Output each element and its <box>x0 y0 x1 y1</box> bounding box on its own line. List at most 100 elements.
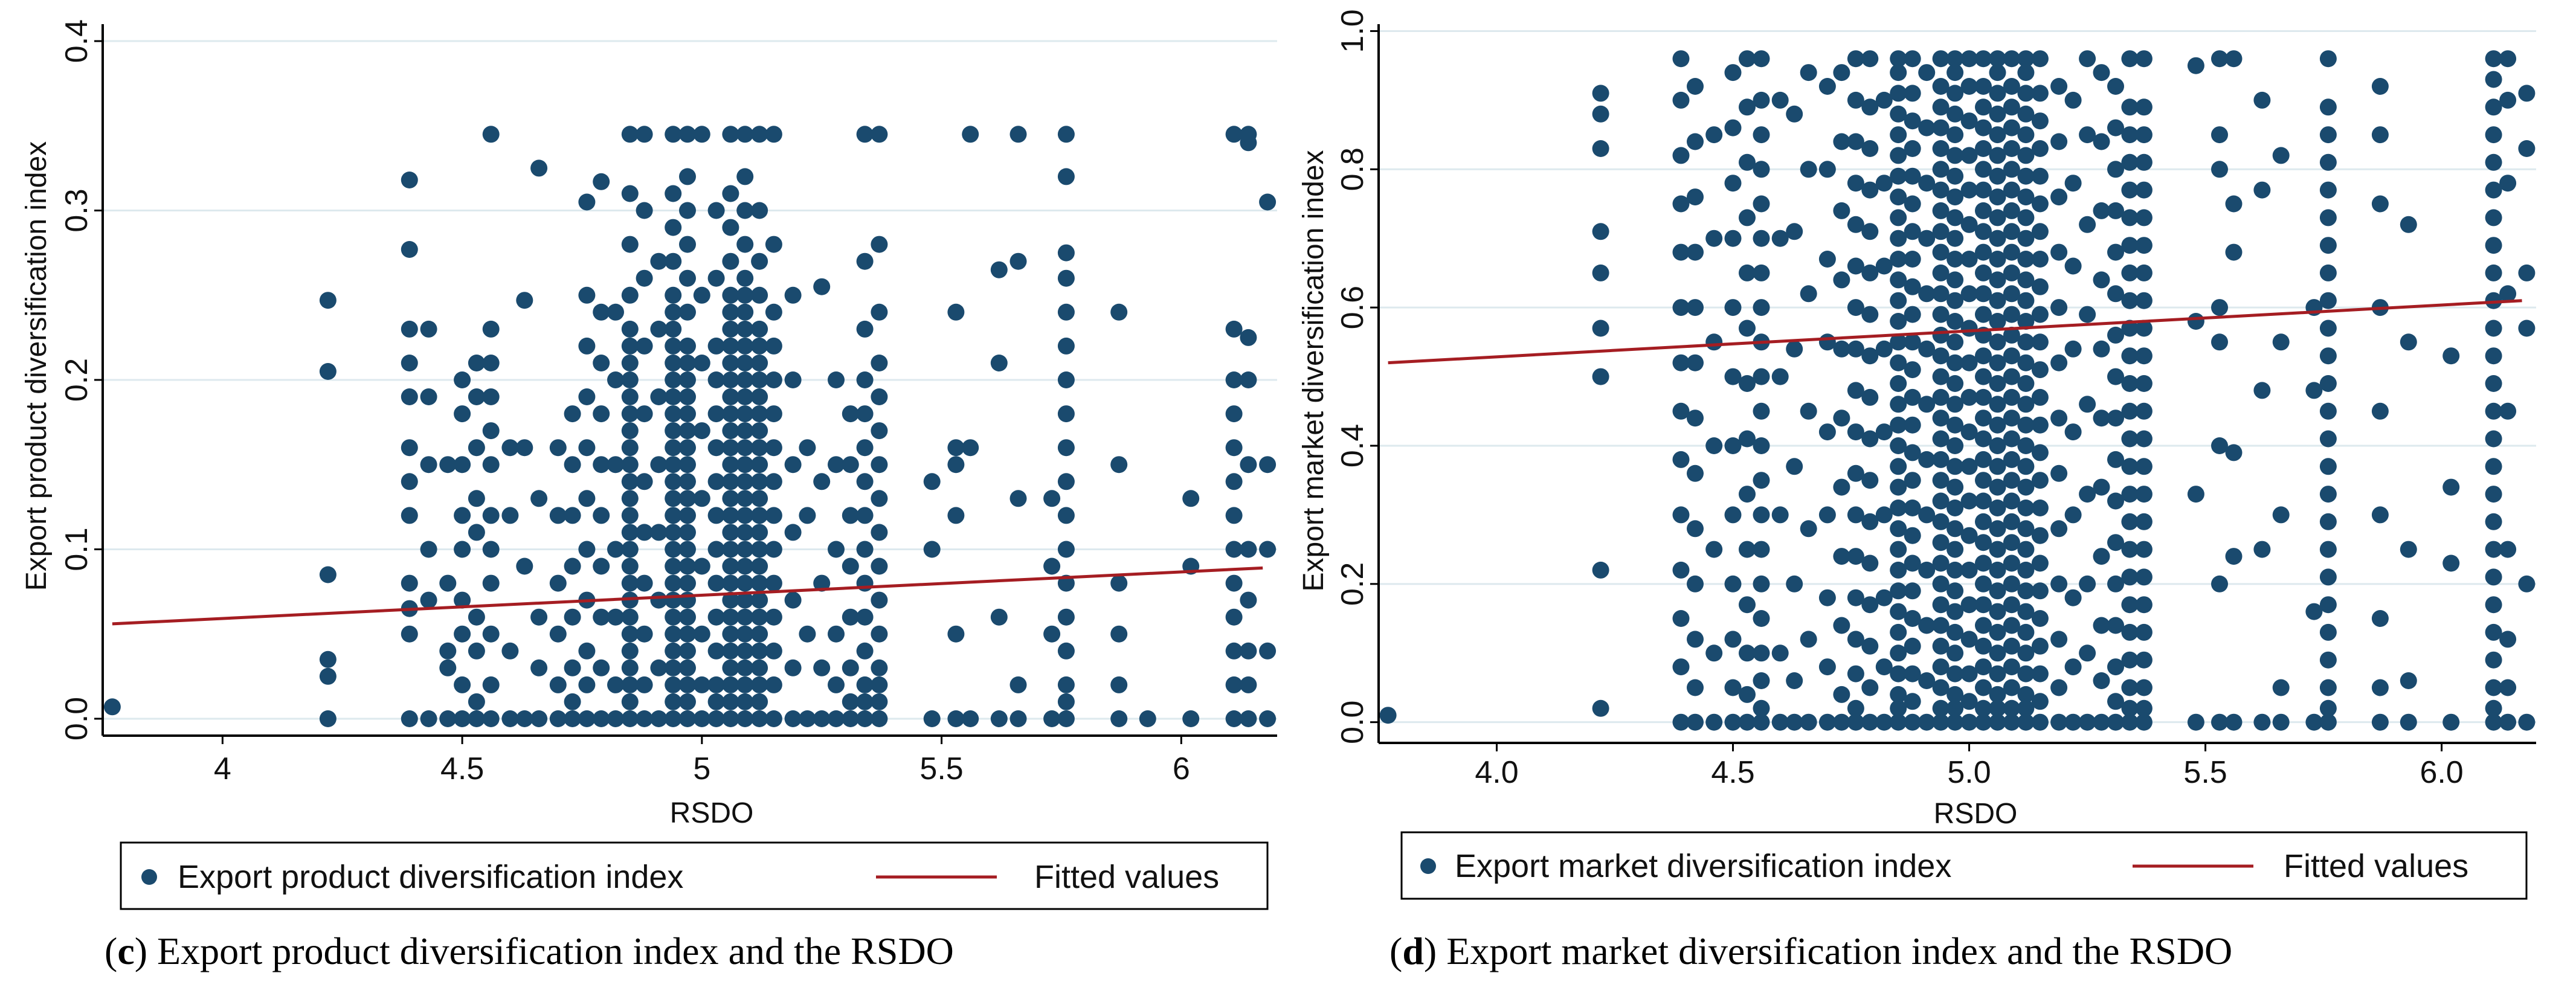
scatter-point <box>722 456 739 474</box>
scatter-point <box>856 574 874 592</box>
scatter-point <box>722 693 739 710</box>
scatter-point <box>707 693 725 710</box>
scatter-point <box>593 456 610 474</box>
y-tick-label: 0.1 <box>59 527 94 571</box>
scatter-point <box>679 473 696 490</box>
scatter-point <box>2121 458 2139 475</box>
scatter-point <box>1975 472 1992 489</box>
caption-paren-open: ( <box>105 930 117 972</box>
scatter-point <box>636 625 653 643</box>
scatter-point <box>2031 693 2049 710</box>
scatter-point <box>2093 713 2110 731</box>
scatter-point <box>923 473 941 490</box>
scatter-point <box>1904 444 1921 461</box>
scatter-point <box>2225 713 2243 731</box>
scatter-point <box>1904 713 1921 731</box>
scatter-point <box>1833 202 1850 219</box>
scatter-point <box>2003 285 2020 303</box>
y-tick-label: 0.6 <box>1335 286 1370 329</box>
scatter-point <box>1753 610 1770 627</box>
scatter-point <box>1918 713 1936 731</box>
scatter-point <box>2050 679 2068 696</box>
scatter-point <box>736 659 754 676</box>
scatter-point <box>736 557 754 575</box>
scatter-point <box>468 608 485 626</box>
scatter-point <box>2485 264 2502 281</box>
scatter-point <box>1818 423 1836 441</box>
scatter-point <box>784 659 802 676</box>
scatter-point <box>2485 98 2502 116</box>
scatter-point <box>1225 320 1243 338</box>
scatter-point <box>2319 402 2337 420</box>
scatter-point <box>1960 492 1978 510</box>
scatter-point <box>2107 285 2124 303</box>
scatter-point <box>1989 603 2006 620</box>
scatter-point <box>665 405 682 423</box>
scatter-point <box>2031 554 2049 572</box>
scatter-point <box>707 337 725 355</box>
scatter-point <box>765 303 782 321</box>
scatter-point <box>2107 161 2124 178</box>
scatter-point <box>1771 91 1789 109</box>
scatter-point <box>871 693 888 710</box>
scatter-point <box>2371 679 2389 696</box>
scatter-point <box>1861 596 1879 614</box>
scatter-point <box>2107 78 2124 95</box>
scatter-point <box>765 473 782 490</box>
scatter-point <box>1904 693 1921 710</box>
scatter-point <box>2107 617 2124 634</box>
scatter-point <box>842 693 859 710</box>
scatter-point <box>765 541 782 558</box>
scatter-point <box>707 371 725 388</box>
scatter-point <box>722 591 739 609</box>
scatter-point <box>2031 500 2049 516</box>
scatter-point <box>784 710 802 727</box>
y-tick-label: 0.4 <box>59 19 94 63</box>
scatter-point <box>722 286 739 304</box>
scatter-point <box>621 320 639 338</box>
scatter-point <box>2121 98 2139 116</box>
scatter-point <box>2017 458 2035 475</box>
scatter-point <box>2079 126 2096 144</box>
scatter-point <box>2050 631 2068 648</box>
scatter-point <box>1960 147 1978 164</box>
scatter-point <box>1890 520 1907 538</box>
scatter-point <box>1592 264 1609 281</box>
scatter-point <box>828 541 845 558</box>
scatter-point <box>621 185 639 202</box>
scatter-point <box>2064 713 2082 731</box>
scatter-point <box>1946 147 1964 164</box>
scatter-point <box>2093 410 2110 427</box>
scatter-point <box>593 405 610 423</box>
scatter-point <box>1672 195 1690 213</box>
scatter-point <box>722 659 739 676</box>
scatter-point <box>751 541 768 558</box>
scatter-point <box>2003 534 2020 551</box>
scatter-point <box>454 507 471 524</box>
scatter-point <box>2050 188 2068 206</box>
scatter-point <box>1687 575 1704 593</box>
scatter-point <box>1110 574 1128 592</box>
scatter-point <box>1847 91 1864 109</box>
scatter-point <box>2079 713 2096 731</box>
scatter-point <box>1890 147 1907 164</box>
scatter-point <box>751 659 768 676</box>
scatter-point <box>751 574 768 592</box>
scatter-point <box>736 286 754 304</box>
scatter-point <box>621 676 639 693</box>
y-axis-label: Export product diversification index <box>21 141 53 591</box>
scatter-point <box>607 676 624 693</box>
scatter-point <box>1890 603 1907 620</box>
scatter-point <box>439 710 457 727</box>
scatter-point <box>736 355 754 371</box>
scatter-point <box>636 126 653 143</box>
scatter-point <box>2371 506 2389 524</box>
scatter-point <box>751 405 768 423</box>
scatter-point <box>1932 50 1950 68</box>
scatter-point <box>828 676 845 693</box>
scatter-point <box>1800 520 1817 538</box>
scatter-point <box>621 507 639 524</box>
scatter-point <box>1739 50 1756 68</box>
scatter-point <box>2371 195 2389 213</box>
